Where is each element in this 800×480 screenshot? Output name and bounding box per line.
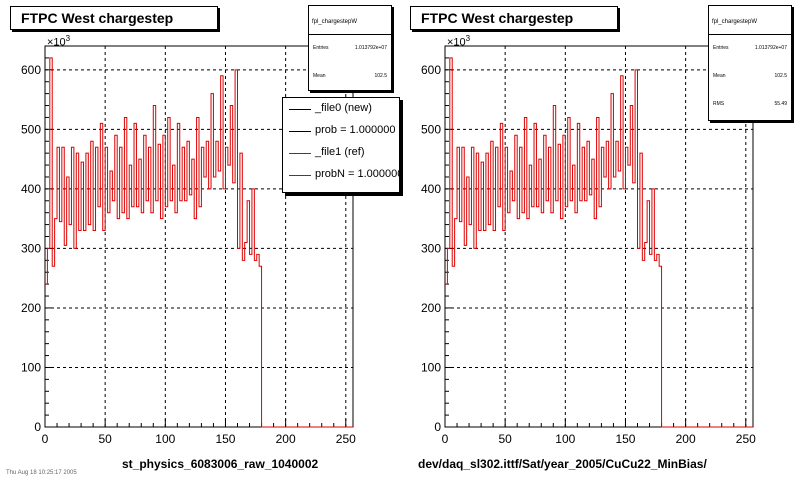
right-stats-box: fpl_chargestepW Entries 1.013792e+07 Mea… xyxy=(708,5,792,121)
legend-entry-prob: prob = 1.000000 xyxy=(283,122,399,142)
x-tick-label: 200 xyxy=(676,432,696,446)
right-chart-title-text: FTPC West chargestep xyxy=(421,10,574,26)
x-tick-label: 100 xyxy=(555,432,575,446)
left-stats-box: fpl_chargestepW Entries 1.013792e+07 Mea… xyxy=(308,5,392,91)
y-tick-label: 400 xyxy=(21,182,41,196)
y-tick-label: 300 xyxy=(421,241,441,255)
x-tick-label: 150 xyxy=(615,432,635,446)
right-chart-title: FTPC West chargestep xyxy=(410,6,618,30)
y-tick-label: 300 xyxy=(21,241,41,255)
x-tick-label: 50 xyxy=(98,432,112,446)
legend-entry-file0: _file0 (new) xyxy=(283,100,399,120)
right-y-multiplier: ×103 xyxy=(447,34,471,49)
y-tick-label: 200 xyxy=(421,301,441,315)
x-tick-label: 0 xyxy=(42,432,49,446)
legend-entry-file1: _file1 (ref) xyxy=(283,144,399,164)
right-chart-panel: 0 50 100 150 200 250 0 100 200 300 400 500 600 FTPC … xyxy=(400,0,800,480)
left-y-multiplier: ×103 xyxy=(47,34,71,49)
left-chart-panel: 0 50 100 150 200 250 0 100 200 300 400 500 600 FTPC … xyxy=(6,5,400,476)
histogram-series-0 xyxy=(45,57,353,428)
x-tick-label: 100 xyxy=(155,432,175,446)
left-legend-box: _file0 (new) prob = 1.000000 _file1 (ref… xyxy=(282,97,400,193)
left-chart-title: FTPC West chargestep xyxy=(10,6,218,30)
right-stats-name: fpl_chargestepW xyxy=(712,19,758,25)
y-tick-label: 100 xyxy=(21,360,41,374)
y-tick-label: 600 xyxy=(21,63,41,77)
y-tick-label: 200 xyxy=(21,301,41,315)
y-tick-label: 500 xyxy=(421,122,441,136)
footer-timestamp: Thu Aug 18 10:25:17 2005 xyxy=(6,470,77,476)
right-x-axis-title: dev/daq_sl302.ittf/Sat/year_2005/CuCu22_… xyxy=(418,457,707,471)
x-tick-label: 0 xyxy=(442,432,449,446)
legend-entry-probn: probN = 1.000000 xyxy=(283,166,399,186)
left-chart-svg: 0 50 100 150 200 250 0 100 200 300 400 500 600 xyxy=(21,45,356,446)
y-tick-label: 100 xyxy=(421,360,441,374)
x-tick-label: 250 xyxy=(336,432,356,446)
plot-frame xyxy=(444,45,754,428)
histogram-series-0 xyxy=(445,57,753,428)
x-tick-label: 50 xyxy=(498,432,512,446)
y-tick-label: 0 xyxy=(34,420,41,434)
y-tick-label: 0 xyxy=(434,420,441,434)
x-tick-label: 250 xyxy=(736,432,756,446)
y-tick-label: 400 xyxy=(421,182,441,196)
y-tick-label: 500 xyxy=(21,122,41,136)
left-x-axis-title: st_physics_6083006_raw_1040002 xyxy=(122,457,319,471)
x-tick-label: 200 xyxy=(276,432,296,446)
right-chart-svg: 0 50 100 150 200 250 0 100 200 300 400 500 600 xyxy=(421,45,756,446)
left-chart-title-text: FTPC West chargestep xyxy=(21,10,174,26)
y-tick-label: 600 xyxy=(421,63,441,77)
left-stats-name: fpl_chargestepW xyxy=(312,19,358,25)
x-tick-label: 150 xyxy=(215,432,235,446)
